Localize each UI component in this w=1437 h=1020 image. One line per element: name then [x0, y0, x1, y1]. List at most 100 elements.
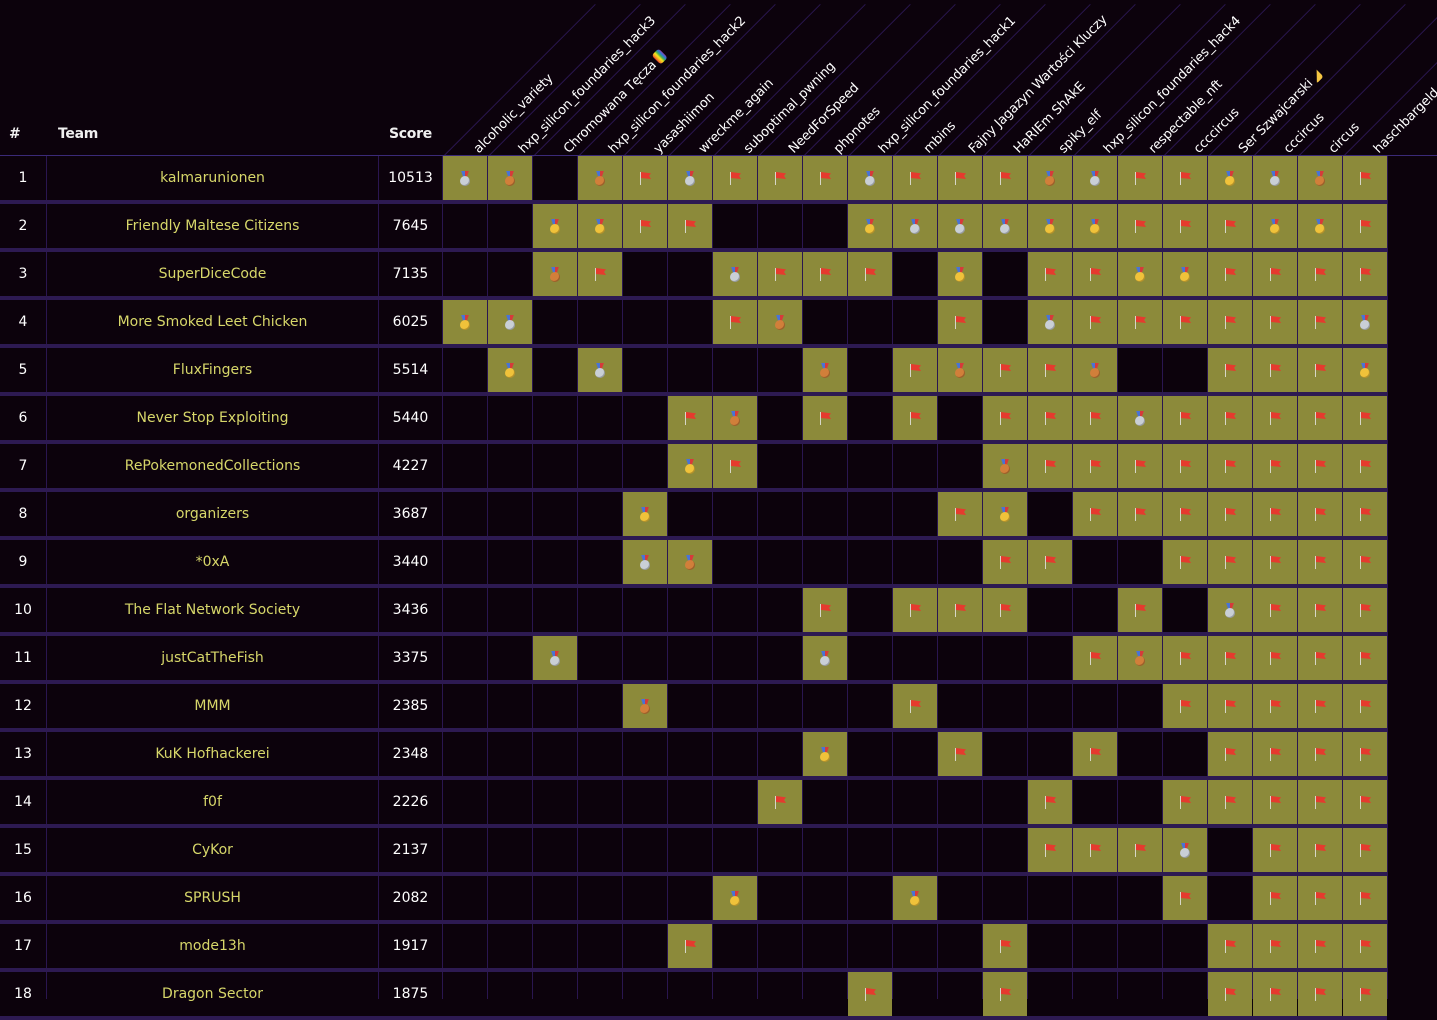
- solve-cell[interactable]: [1343, 732, 1387, 776]
- solve-cell[interactable]: [758, 300, 802, 344]
- solve-cell[interactable]: [1253, 348, 1297, 392]
- solve-cell[interactable]: [1208, 348, 1252, 392]
- solve-cell[interactable]: [1118, 588, 1162, 632]
- solve-cell[interactable]: [1163, 684, 1207, 728]
- solve-cell[interactable]: [1343, 684, 1387, 728]
- solve-cell[interactable]: [1163, 540, 1207, 584]
- solve-cell[interactable]: [1208, 540, 1252, 584]
- team-name-link[interactable]: FluxFingers: [172, 362, 253, 378]
- solve-cell[interactable]: [1253, 492, 1297, 536]
- solve-cell[interactable]: [623, 540, 667, 584]
- solve-cell[interactable]: [1208, 204, 1252, 248]
- solve-cell[interactable]: [983, 156, 1027, 200]
- solve-cell[interactable]: [1073, 300, 1117, 344]
- solve-cell[interactable]: [713, 252, 757, 296]
- solve-cell[interactable]: [713, 300, 757, 344]
- solve-cell[interactable]: [668, 204, 712, 248]
- solve-cell[interactable]: [1298, 732, 1342, 776]
- solve-cell[interactable]: [938, 348, 982, 392]
- solve-cell[interactable]: [578, 204, 622, 248]
- solve-cell[interactable]: [1163, 636, 1207, 680]
- solve-cell[interactable]: [1343, 540, 1387, 584]
- solve-cell[interactable]: [893, 876, 937, 920]
- solve-cell[interactable]: [1028, 396, 1072, 440]
- solve-cell[interactable]: [623, 684, 667, 728]
- solve-cell[interactable]: [1163, 396, 1207, 440]
- solve-cell[interactable]: [1253, 252, 1297, 296]
- solve-cell[interactable]: [1208, 252, 1252, 296]
- solve-cell[interactable]: [1253, 204, 1297, 248]
- team-name-link[interactable]: Dragon Sector: [162, 986, 263, 1002]
- solve-cell[interactable]: [1343, 300, 1387, 344]
- solve-cell[interactable]: [1298, 636, 1342, 680]
- solve-cell[interactable]: [488, 300, 532, 344]
- solve-cell[interactable]: [1253, 300, 1297, 344]
- solve-cell[interactable]: [1208, 492, 1252, 536]
- solve-cell[interactable]: [668, 924, 712, 968]
- solve-cell[interactable]: [1343, 780, 1387, 824]
- solve-cell[interactable]: [1343, 348, 1387, 392]
- team-name-link[interactable]: RePokemonedCollections: [124, 458, 301, 474]
- team-name-link[interactable]: SPRUSH: [184, 890, 241, 906]
- solve-cell[interactable]: [1343, 156, 1387, 200]
- solve-cell[interactable]: [758, 156, 802, 200]
- solve-cell[interactable]: [1298, 492, 1342, 536]
- solve-cell[interactable]: [803, 156, 847, 200]
- solve-cell[interactable]: [1163, 156, 1207, 200]
- solve-cell[interactable]: [1298, 252, 1342, 296]
- solve-cell[interactable]: [1343, 492, 1387, 536]
- solve-cell[interactable]: [893, 684, 937, 728]
- solve-cell[interactable]: [1118, 636, 1162, 680]
- team-name-link[interactable]: f0f: [203, 794, 222, 810]
- solve-cell[interactable]: [1343, 204, 1387, 248]
- solve-cell[interactable]: [668, 540, 712, 584]
- solve-cell[interactable]: [1028, 300, 1072, 344]
- solve-cell[interactable]: [1298, 972, 1342, 1016]
- solve-cell[interactable]: [1343, 252, 1387, 296]
- solve-cell[interactable]: [1343, 972, 1387, 1016]
- solve-cell[interactable]: [1028, 252, 1072, 296]
- solve-cell[interactable]: [1208, 684, 1252, 728]
- solve-cell[interactable]: [1208, 924, 1252, 968]
- solve-cell[interactable]: [893, 588, 937, 632]
- solve-cell[interactable]: [623, 204, 667, 248]
- solve-cell[interactable]: [1073, 492, 1117, 536]
- solve-cell[interactable]: [1343, 444, 1387, 488]
- solve-cell[interactable]: [668, 396, 712, 440]
- solve-cell[interactable]: [1073, 252, 1117, 296]
- solve-cell[interactable]: [713, 876, 757, 920]
- solve-cell[interactable]: [938, 300, 982, 344]
- solve-cell[interactable]: [983, 348, 1027, 392]
- team-name-link[interactable]: mode13h: [179, 938, 246, 954]
- solve-cell[interactable]: [983, 204, 1027, 248]
- solve-cell[interactable]: [938, 252, 982, 296]
- solve-cell[interactable]: [533, 204, 577, 248]
- solve-cell[interactable]: [713, 156, 757, 200]
- challenge-header[interactable]: circus: [1326, 120, 1363, 157]
- solve-cell[interactable]: [1163, 204, 1207, 248]
- solve-cell[interactable]: [983, 492, 1027, 536]
- solve-cell[interactable]: [1163, 876, 1207, 920]
- solve-cell[interactable]: [1028, 204, 1072, 248]
- solve-cell[interactable]: [623, 156, 667, 200]
- solve-cell[interactable]: [578, 156, 622, 200]
- solve-cell[interactable]: [1253, 780, 1297, 824]
- team-name-link[interactable]: organizers: [175, 506, 250, 522]
- solve-cell[interactable]: [1208, 300, 1252, 344]
- solve-cell[interactable]: [1163, 300, 1207, 344]
- solve-cell[interactable]: [668, 444, 712, 488]
- solve-cell[interactable]: [1208, 780, 1252, 824]
- solve-cell[interactable]: [893, 396, 937, 440]
- solve-cell[interactable]: [1298, 348, 1342, 392]
- solve-cell[interactable]: [1253, 684, 1297, 728]
- solve-cell[interactable]: [848, 252, 892, 296]
- solve-cell[interactable]: [1073, 156, 1117, 200]
- team-name-link[interactable]: SuperDiceCode: [158, 266, 267, 282]
- solve-cell[interactable]: [938, 156, 982, 200]
- solve-cell[interactable]: [1118, 444, 1162, 488]
- solve-cell[interactable]: [803, 396, 847, 440]
- solve-cell[interactable]: [488, 348, 532, 392]
- solve-cell[interactable]: [1073, 348, 1117, 392]
- team-name-link[interactable]: kalmarunionen: [160, 170, 265, 186]
- solve-cell[interactable]: [1073, 732, 1117, 776]
